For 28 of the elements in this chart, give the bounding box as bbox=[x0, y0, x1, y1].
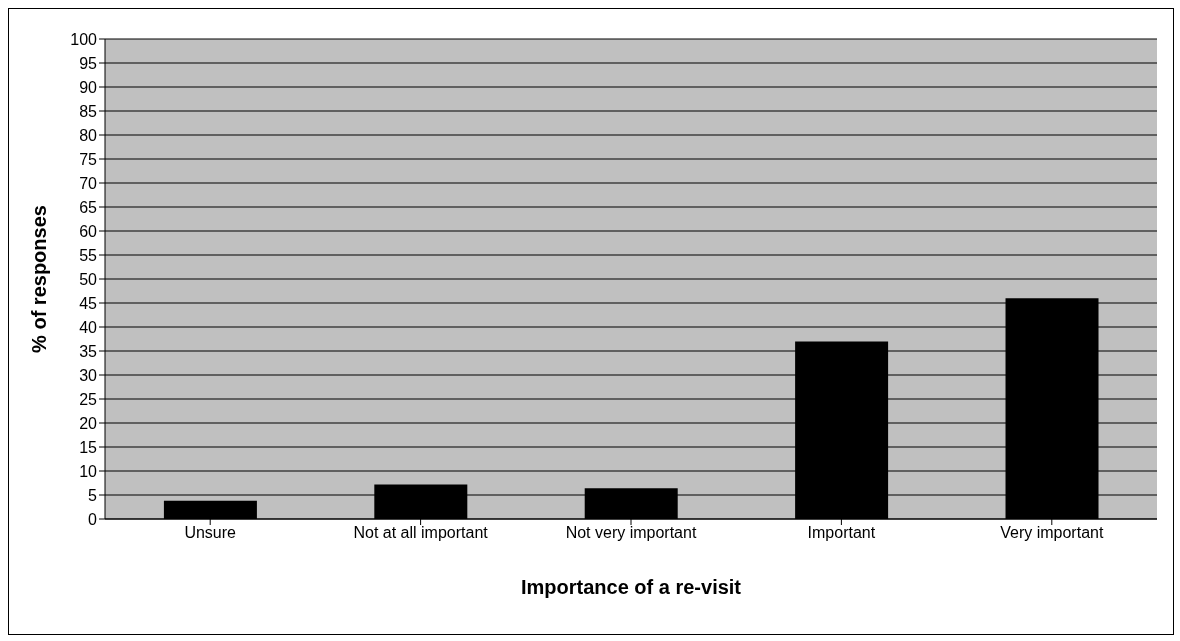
y-tick-label: 0 bbox=[88, 510, 98, 528]
y-tick-label: 65 bbox=[79, 198, 98, 216]
y-tick-label: 85 bbox=[79, 102, 98, 120]
y-tick-label: 35 bbox=[79, 342, 98, 360]
y-tick-label: 60 bbox=[79, 222, 98, 240]
y-tick-label: 5 bbox=[88, 486, 98, 504]
y-tick-label: 55 bbox=[79, 246, 98, 264]
y-tick-label: 15 bbox=[79, 438, 98, 456]
y-axis-title: % of responses bbox=[28, 205, 51, 353]
y-tick-label: 50 bbox=[79, 270, 98, 288]
x-tick-label: Important bbox=[807, 524, 876, 542]
y-tick-label: 90 bbox=[79, 78, 98, 96]
x-tick-label: Unsure bbox=[184, 524, 237, 542]
y-tick-label: 10 bbox=[79, 462, 98, 480]
y-tick-label: 70 bbox=[79, 174, 98, 192]
y-tick-label: 25 bbox=[79, 390, 98, 408]
x-tick-label: Not at all important bbox=[353, 524, 489, 542]
x-tick-label: Not very important bbox=[565, 524, 697, 542]
y-tick-label: 40 bbox=[79, 318, 98, 336]
y-tick-label: 100 bbox=[70, 30, 98, 48]
x-axis-title: Importance of a re-visit bbox=[520, 576, 742, 598]
y-tick-label: 75 bbox=[79, 150, 98, 168]
x-tick-label: Very important bbox=[1000, 524, 1104, 542]
y-tick-label: 45 bbox=[79, 294, 98, 312]
y-tick-label: 95 bbox=[79, 54, 98, 72]
y-tick-label: 30 bbox=[79, 366, 98, 384]
y-tick-label: 80 bbox=[79, 126, 98, 144]
y-tick-label: 20 bbox=[79, 414, 98, 432]
